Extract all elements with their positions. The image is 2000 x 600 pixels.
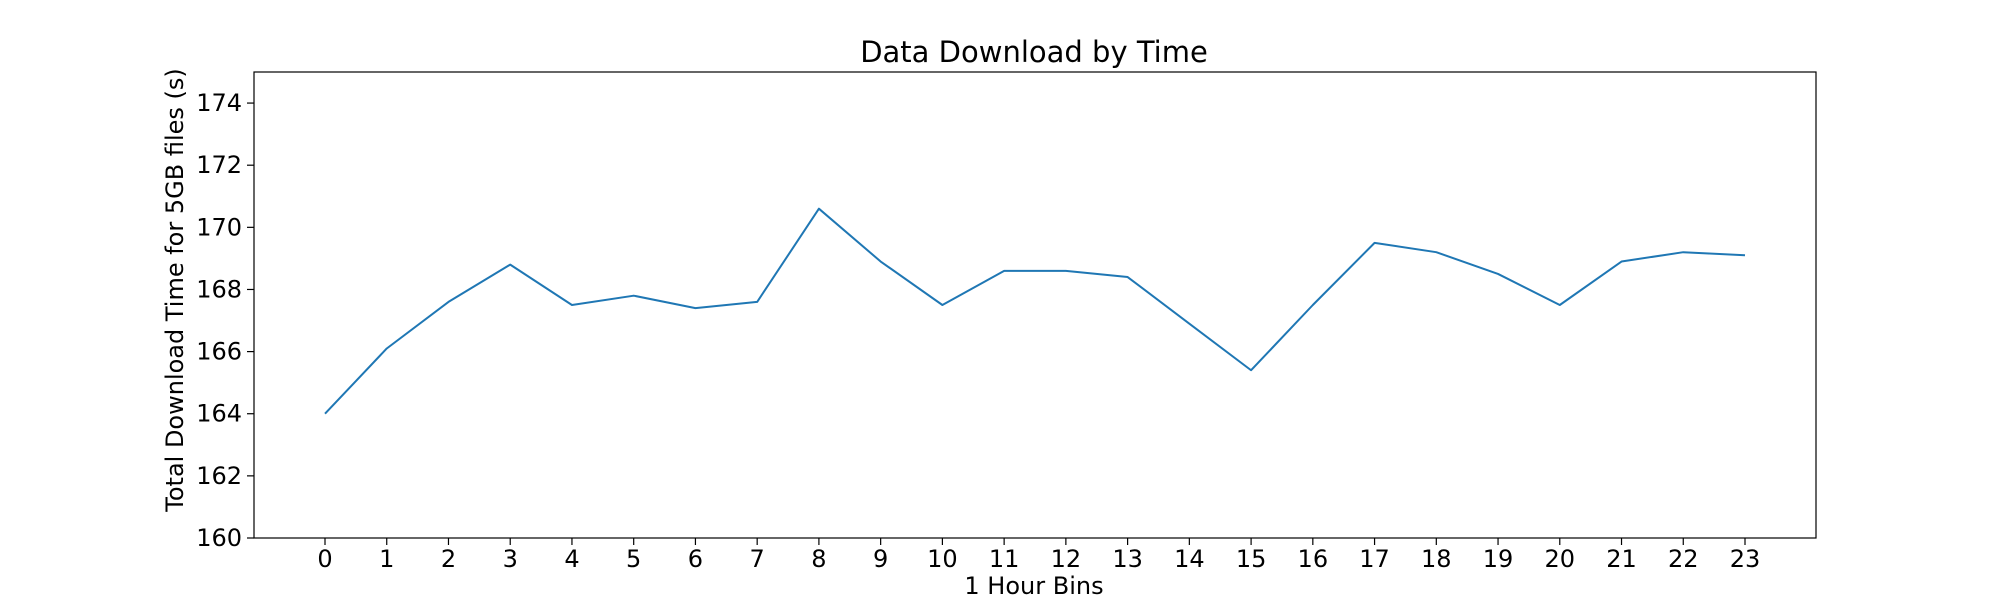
- x-tick-label: 16: [1298, 545, 1329, 573]
- x-tick-label: 3: [503, 545, 518, 573]
- x-tick-label: 2: [441, 545, 456, 573]
- x-tick-label: 11: [989, 545, 1020, 573]
- x-tick-label: 0: [317, 545, 332, 573]
- x-tick-label: 9: [873, 545, 888, 573]
- y-tick-label: 174: [196, 89, 242, 117]
- x-tick-label: 21: [1606, 545, 1637, 573]
- y-tick-label: 160: [196, 524, 242, 552]
- y-axis-ticks: 160 162 164 166 168 170 172 174: [196, 89, 254, 552]
- x-tick-label: 23: [1730, 545, 1761, 573]
- x-tick-label: 17: [1359, 545, 1390, 573]
- x-tick-label: 15: [1236, 545, 1267, 573]
- x-tick-label: 5: [626, 545, 641, 573]
- y-axis-label: Total Download Time for 5GB files (s): [161, 68, 189, 512]
- x-tick-label: 14: [1174, 545, 1205, 573]
- x-tick-label: 1: [379, 545, 394, 573]
- plot-area-frame: [253, 71, 1817, 539]
- x-tick-label: 13: [1112, 545, 1143, 573]
- y-tick-label: 166: [196, 338, 242, 366]
- x-axis-label: 1 Hour Bins: [964, 572, 1103, 600]
- series-line-0: [324, 207, 1746, 415]
- x-tick-label: 10: [927, 545, 958, 573]
- y-tick-label: 164: [196, 400, 242, 428]
- x-tick-label: 20: [1545, 545, 1576, 573]
- x-tick-label: 19: [1483, 545, 1514, 573]
- x-tick-label: 8: [811, 545, 826, 573]
- series-layer: [324, 207, 1746, 415]
- y-tick-label: 168: [196, 275, 242, 303]
- x-tick-label: 18: [1421, 545, 1452, 573]
- y-tick-label: 170: [196, 213, 242, 241]
- chart-title: Data Download by Time: [860, 35, 1208, 69]
- x-tick-label: 4: [564, 545, 579, 573]
- x-tick-label: 7: [750, 545, 765, 573]
- x-tick-label: 12: [1051, 545, 1082, 573]
- y-tick-label: 172: [196, 151, 242, 179]
- x-tick-label: 22: [1668, 545, 1699, 573]
- y-tick-label: 162: [196, 462, 242, 490]
- x-tick-label: 6: [688, 545, 703, 573]
- x-axis-ticks: 0 1 2 3 4 5 6 7 8 9 10 11 12 13 14 15 16 17 18 19 20 21 22 23: [317, 538, 1760, 573]
